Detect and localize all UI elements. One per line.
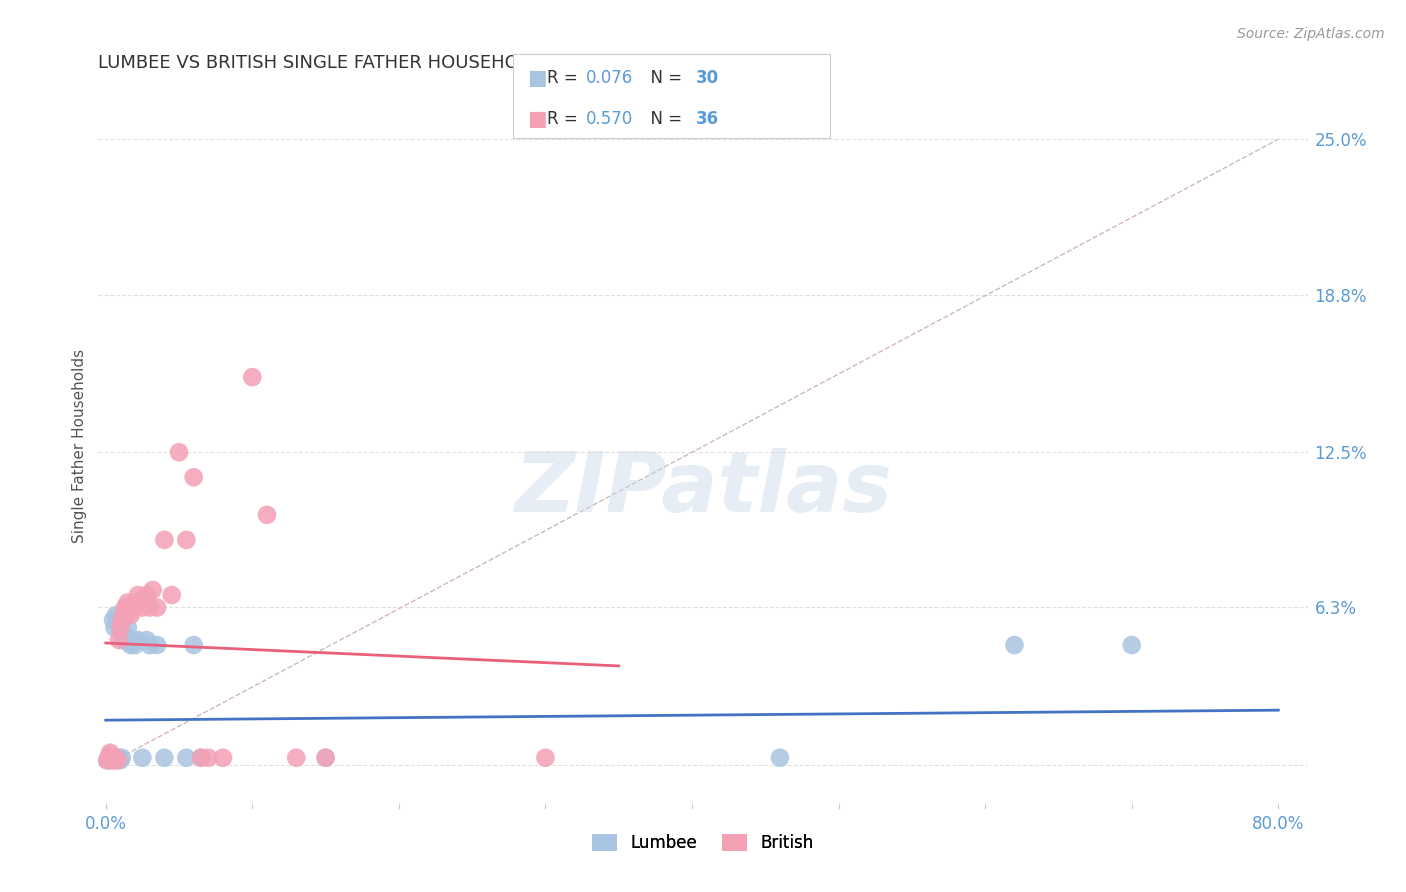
Point [124, 638, 146, 652]
Point [97, 750, 120, 764]
Text: 0.076: 0.076 [586, 69, 634, 87]
Point [138, 638, 160, 652]
Text: ■: ■ [527, 109, 547, 128]
Point [146, 638, 169, 652]
Point [160, 588, 183, 602]
Text: ZIPatlas: ZIPatlas [515, 449, 891, 529]
Point [138, 600, 160, 615]
Point [97, 750, 120, 764]
Point [1121, 638, 1143, 652]
Point [153, 750, 176, 764]
Point [111, 750, 134, 764]
Point [112, 633, 135, 648]
Point [117, 621, 139, 635]
Text: 30: 30 [696, 69, 718, 87]
Point [197, 750, 219, 764]
Point [98, 746, 121, 760]
Point [103, 753, 125, 767]
Point [105, 607, 128, 622]
Point [240, 370, 263, 384]
Text: R =: R = [547, 110, 583, 128]
Point [1004, 638, 1026, 652]
Point [108, 750, 131, 764]
Point [127, 633, 149, 648]
Point [167, 445, 190, 459]
Point [110, 621, 132, 635]
Point [98, 748, 121, 763]
Point [121, 633, 143, 648]
Point [100, 753, 122, 767]
Text: ■: ■ [527, 68, 547, 87]
Point [96, 753, 118, 767]
Point [176, 533, 198, 547]
Point [100, 753, 122, 767]
Point [96, 753, 118, 767]
Point [256, 508, 278, 522]
Point [176, 750, 198, 764]
Point [135, 588, 157, 602]
Text: 36: 36 [696, 110, 718, 128]
Text: N =: N = [640, 69, 688, 87]
Text: Source: ZipAtlas.com: Source: ZipAtlas.com [1237, 27, 1385, 41]
Point [110, 753, 132, 767]
Point [101, 750, 124, 764]
Point [190, 750, 212, 764]
Point [190, 750, 212, 764]
Point [114, 600, 136, 615]
Point [112, 607, 135, 622]
Text: LUMBEE VS BRITISH SINGLE FATHER HOUSEHOLDS CORRELATION CHART: LUMBEE VS BRITISH SINGLE FATHER HOUSEHOL… [98, 54, 755, 72]
Point [285, 750, 308, 764]
Legend: Lumbee, British: Lumbee, British [585, 827, 821, 859]
Point [183, 638, 205, 652]
Point [131, 750, 153, 764]
Point [315, 750, 337, 764]
Point [117, 595, 139, 609]
Text: R =: R = [547, 69, 583, 87]
Point [121, 603, 143, 617]
Text: N =: N = [640, 110, 688, 128]
Point [131, 600, 153, 615]
Point [111, 613, 134, 627]
Point [108, 633, 131, 648]
Point [146, 600, 169, 615]
Point [124, 595, 146, 609]
Point [107, 613, 129, 627]
Point [315, 750, 337, 764]
Point [103, 621, 125, 635]
Point [120, 607, 142, 622]
Point [212, 750, 235, 764]
Point [120, 638, 142, 652]
Y-axis label: Single Father Households: Single Father Households [72, 349, 87, 543]
Point [183, 470, 205, 484]
Point [534, 750, 557, 764]
Point [153, 533, 176, 547]
Text: 0.570: 0.570 [586, 110, 634, 128]
Point [101, 613, 124, 627]
Point [114, 628, 136, 642]
Point [769, 750, 792, 764]
Point [142, 582, 165, 597]
Point [107, 753, 129, 767]
Point [127, 588, 149, 602]
Point [135, 633, 157, 648]
Point [105, 750, 128, 764]
